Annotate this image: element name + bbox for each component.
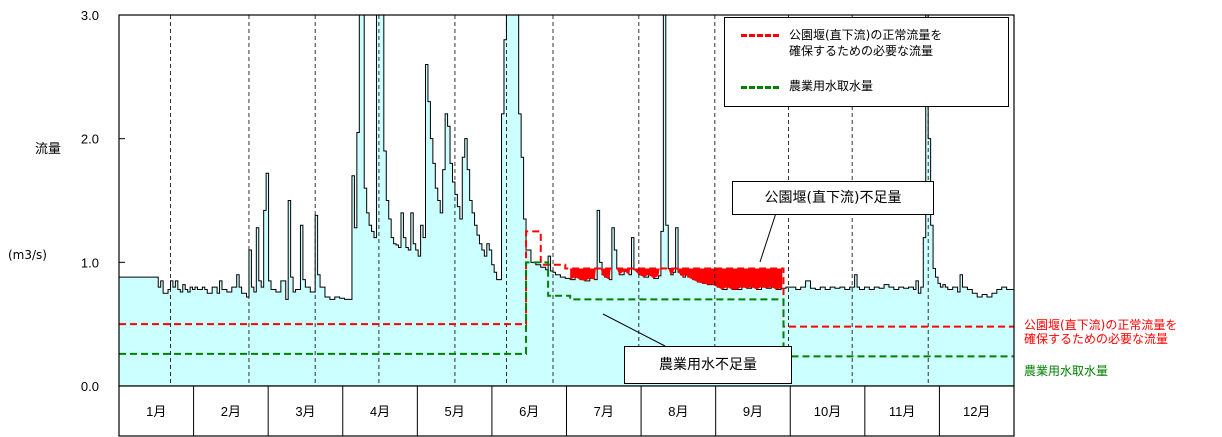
agri-intake-line (119, 261, 1014, 358)
month-label-1: 1月 (146, 404, 166, 419)
callout-park-pointer (759, 212, 777, 263)
legend-red-label-2: 確保するための必要な流量 (789, 44, 934, 58)
month-label-4: 4月 (370, 404, 390, 419)
month-label-3: 3月 (295, 404, 315, 419)
callout-agri-shortage: 農業用水不足量 (624, 346, 792, 384)
deficit-areas (570, 268, 783, 290)
month-label-10: 10月 (814, 404, 841, 419)
flow-area (119, 14, 1015, 386)
month-label-2: 2月 (221, 404, 241, 419)
park-deficit-area (570, 268, 783, 290)
month-label-11: 11月 (889, 404, 916, 419)
y-tick-label-1: 1.0 (81, 255, 99, 270)
y-axis-unit: (m3/s) (8, 248, 47, 262)
month-label-8: 8月 (668, 404, 688, 419)
required-flow-line (119, 230, 1014, 328)
callout-agri-pointer (602, 313, 666, 347)
y-tick-label-3: 3.0 (81, 8, 99, 23)
legend-green-label: 農業用水取水量 (789, 79, 874, 93)
threshold-lines (119, 230, 1014, 358)
legend: 公園堰(直下流)の正常流量を 確保するための必要な流量 農業用水取水量 (724, 17, 1009, 107)
month-label-7: 7月 (594, 404, 614, 419)
legend-green-swatch (741, 86, 779, 89)
y-tick-label-0: 0.0 (81, 379, 99, 394)
right-label-green: 農業用水取水量 (1024, 364, 1109, 378)
legend-red-swatch (741, 34, 779, 37)
right-label-red-1: 公園堰(直下流)の正常流量を (1024, 318, 1178, 332)
month-label-12: 12月 (963, 404, 990, 419)
callout-park-shortage: 公園堰(直下流)不足量 (732, 181, 934, 215)
flow-area-fill (119, 15, 1014, 386)
right-label-red-2: 確保するための必要な流量 (1024, 332, 1169, 346)
month-label-5: 5月 (445, 404, 465, 419)
y-tick-label-2: 2.0 (81, 132, 99, 147)
flow-outline (119, 14, 1015, 300)
month-label-9: 9月 (743, 404, 763, 419)
legend-red-label-1: 公園堰(直下流)の正常流量を (789, 28, 943, 42)
month-labels: 1月 2月 3月 4月 5月 6月 7月 8月 9月 10月 11月 12月 (118, 385, 1015, 437)
month-label-6: 6月 (519, 404, 539, 419)
y-axis-label-1: 流量 (35, 142, 62, 157)
